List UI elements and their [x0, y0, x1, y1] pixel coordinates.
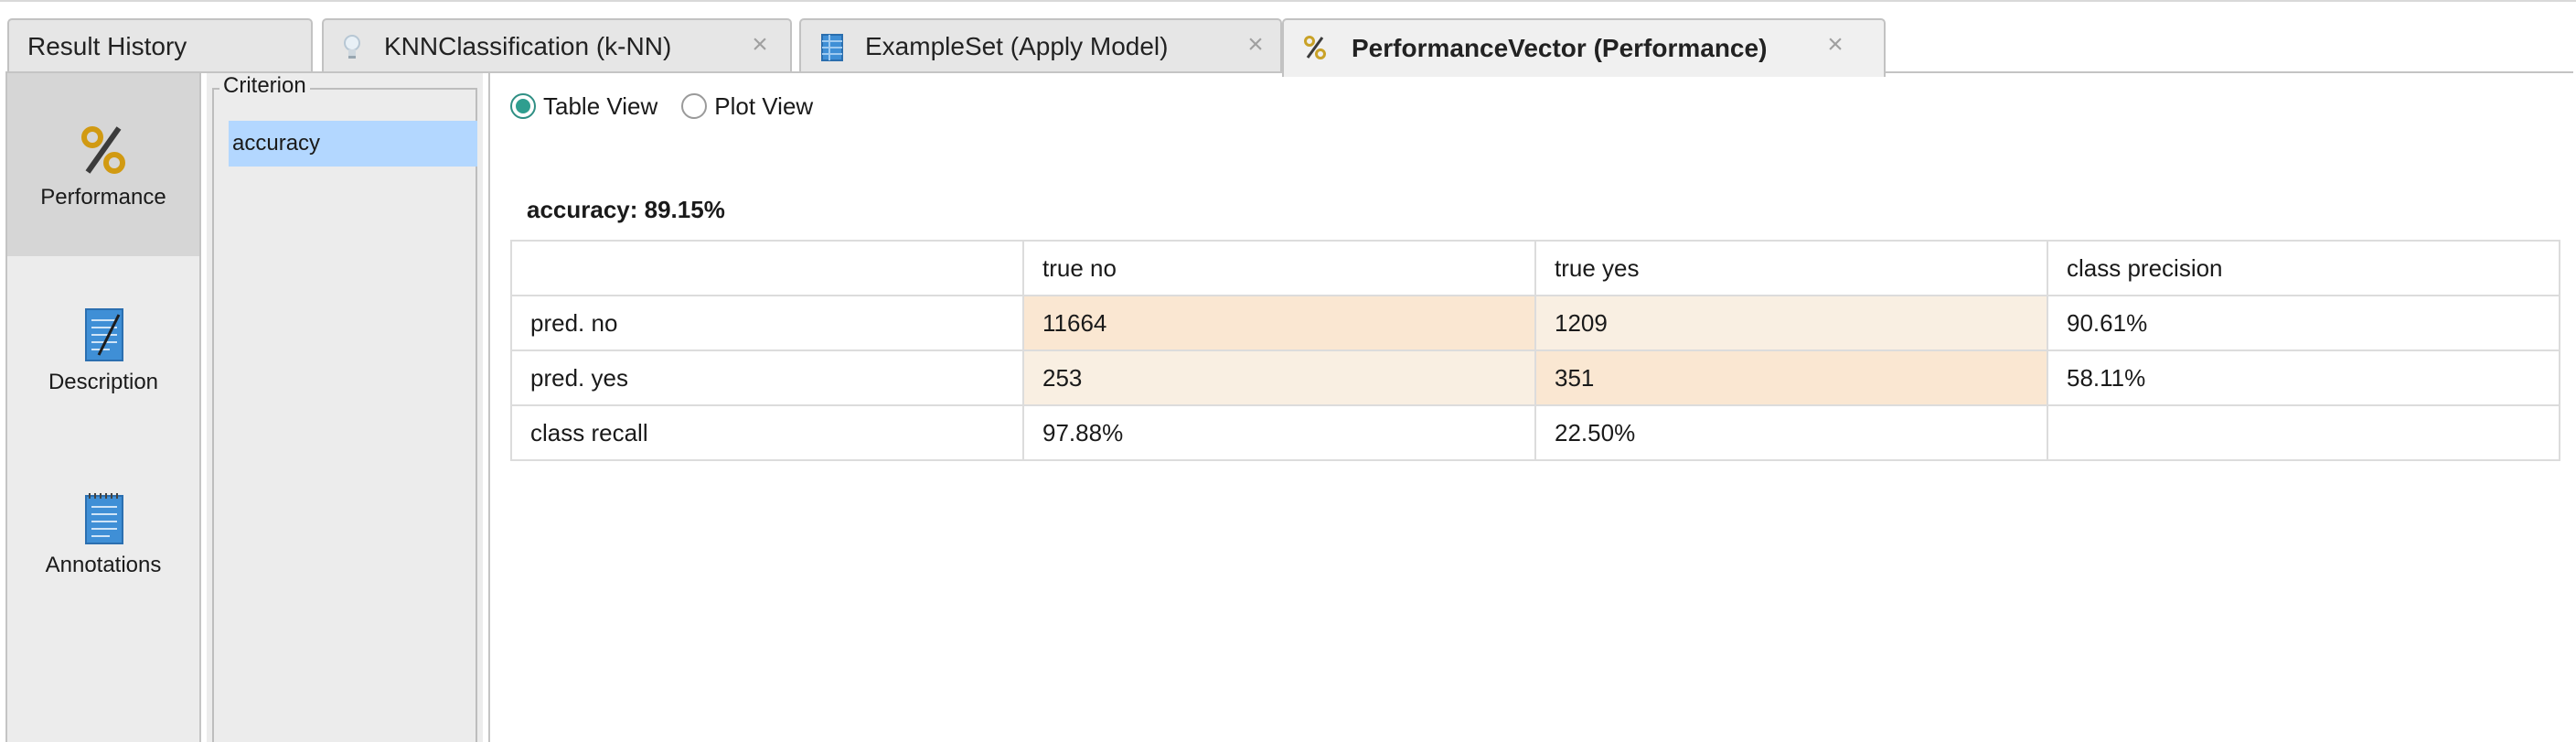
- result-tab-bar: Result History KNNClassification (k-NN) …: [0, 0, 2576, 77]
- close-icon[interactable]: ×: [1247, 29, 1264, 59]
- performance-view: Table View Plot View accuracy: 89.15% tr…: [488, 73, 2575, 742]
- criterion-group: accuracy: [212, 88, 477, 742]
- percent-icon: [80, 124, 126, 180]
- table-cell: 11664: [1022, 295, 1536, 351]
- percent-icon: [1304, 35, 1326, 67]
- tab-label: Result History: [27, 32, 187, 60]
- table-cell: 58.11%: [2047, 349, 2560, 406]
- nav-item-description[interactable]: Description: [7, 256, 199, 439]
- table-icon: [821, 34, 843, 68]
- tab-result-history[interactable]: Result History: [7, 18, 313, 73]
- close-icon[interactable]: ×: [752, 29, 768, 59]
- result-view-nav: Performance Description: [7, 73, 201, 742]
- view-toggle: Table View Plot View: [510, 88, 837, 124]
- plot-view-label[interactable]: Plot View: [714, 91, 814, 120]
- tab-performance-vector[interactable]: PerformanceVector (Performance) ×: [1282, 18, 1886, 77]
- table-row: class recall 97.88% 22.50%: [510, 404, 2560, 461]
- result-panel: Performance Description: [5, 71, 2575, 742]
- table-cell: 90.61%: [2047, 295, 2560, 351]
- table-header-row: true no true yes class precision: [510, 240, 2560, 296]
- table-cell: 97.88%: [1022, 404, 1536, 461]
- table-cell: 1209: [1534, 295, 2048, 351]
- lightbulb-icon: [342, 34, 362, 68]
- header-cell: class precision: [2047, 240, 2560, 296]
- table-cell: 351: [1534, 349, 2048, 406]
- performance-title: accuracy: 89.15%: [527, 196, 725, 223]
- table-view-radio[interactable]: [510, 93, 536, 119]
- confusion-matrix: true no true yes class precision pred. n…: [510, 240, 2560, 461]
- nav-label: Description: [48, 370, 159, 394]
- header-cell: true no: [1022, 240, 1536, 296]
- tab-label: ExampleSet (Apply Model): [865, 32, 1169, 60]
- table-cell: 253: [1022, 349, 1536, 406]
- table-cell: [2047, 404, 2560, 461]
- nav-item-performance[interactable]: Performance: [7, 73, 199, 256]
- tab-label: KNNClassification (k-NN): [384, 32, 672, 60]
- table-row: pred. no 11664 1209 90.61%: [510, 295, 2560, 351]
- table-row: pred. yes 253 351 58.11%: [510, 349, 2560, 406]
- close-icon[interactable]: ×: [1827, 29, 1844, 59]
- table-view-label[interactable]: Table View: [543, 91, 658, 120]
- header-cell: true yes: [1534, 240, 2048, 296]
- tab-exampleset[interactable]: ExampleSet (Apply Model) ×: [799, 18, 1282, 73]
- row-label: pred. yes: [510, 349, 1024, 406]
- nav-label: Annotations: [45, 553, 162, 577]
- criterion-panel: accuracy Criterion: [207, 73, 483, 742]
- header-cell: [510, 240, 1024, 296]
- row-label: class recall: [510, 404, 1024, 461]
- document-icon: [84, 307, 124, 367]
- row-label: pred. no: [510, 295, 1024, 351]
- criterion-item-accuracy[interactable]: accuracy: [229, 121, 477, 167]
- tab-knn-classification[interactable]: KNNClassification (k-NN) ×: [322, 18, 792, 73]
- tab-label: PerformanceVector (Performance): [1352, 34, 1768, 62]
- criterion-title: Criterion: [219, 73, 310, 99]
- table-cell: 22.50%: [1534, 404, 2048, 461]
- nav-item-annotations[interactable]: Annotations: [7, 439, 199, 622]
- plot-view-radio[interactable]: [681, 93, 708, 119]
- nav-label: Performance: [40, 185, 166, 210]
- notepad-icon: [84, 490, 124, 550]
